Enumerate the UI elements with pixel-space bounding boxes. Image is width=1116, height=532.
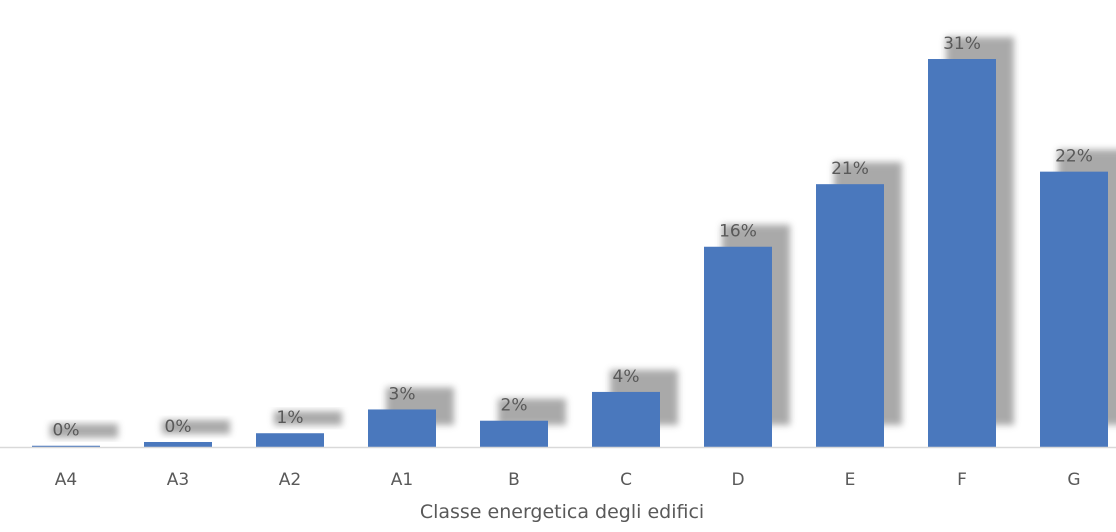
x-tick-label: A1: [391, 470, 413, 490]
bar-d: [704, 246, 772, 447]
data-label: 0%: [53, 421, 80, 441]
bar-b: [480, 420, 548, 447]
bar-e: [816, 184, 884, 448]
data-labels: 0% 0% 1% 3% 2% 4% 16% 21% 31% 22%: [53, 34, 1093, 441]
bar-shadow: [162, 419, 230, 434]
data-label: 22%: [1055, 147, 1093, 167]
data-label: 0%: [165, 417, 192, 437]
x-tick-label: D: [731, 470, 744, 490]
bar-a3: [144, 441, 212, 447]
x-tick-label: A4: [55, 470, 77, 490]
data-label: 21%: [831, 159, 869, 179]
data-label: 3%: [389, 384, 416, 404]
bar-f: [928, 59, 996, 448]
x-tick-label: E: [845, 470, 856, 490]
x-tick-label: A2: [279, 470, 301, 490]
bars: [32, 59, 1108, 448]
data-label: 16%: [719, 222, 757, 242]
bar-shadow: [498, 398, 566, 425]
x-tick-label: F: [957, 470, 967, 490]
bar-shadow: [274, 411, 342, 426]
data-label: 2%: [501, 396, 528, 416]
bar-a4: [32, 445, 100, 447]
bar-c: [592, 391, 660, 447]
x-tick-label: A3: [167, 470, 189, 490]
bar-a1: [368, 409, 436, 447]
x-axis-title: Classe energetica degli edifici: [420, 501, 704, 523]
x-tick-label: C: [620, 470, 632, 490]
bar-shadow: [50, 423, 118, 438]
data-label: 4%: [613, 367, 640, 387]
x-tick-labels: A4 A3 A2 A1 B C D E F G: [55, 470, 1081, 490]
bar-a2: [256, 433, 324, 447]
x-tick-label: G: [1067, 470, 1080, 490]
x-tick-label: B: [508, 470, 520, 490]
data-label: 1%: [277, 408, 304, 428]
data-label: 31%: [943, 34, 981, 54]
bar-g: [1040, 171, 1108, 447]
